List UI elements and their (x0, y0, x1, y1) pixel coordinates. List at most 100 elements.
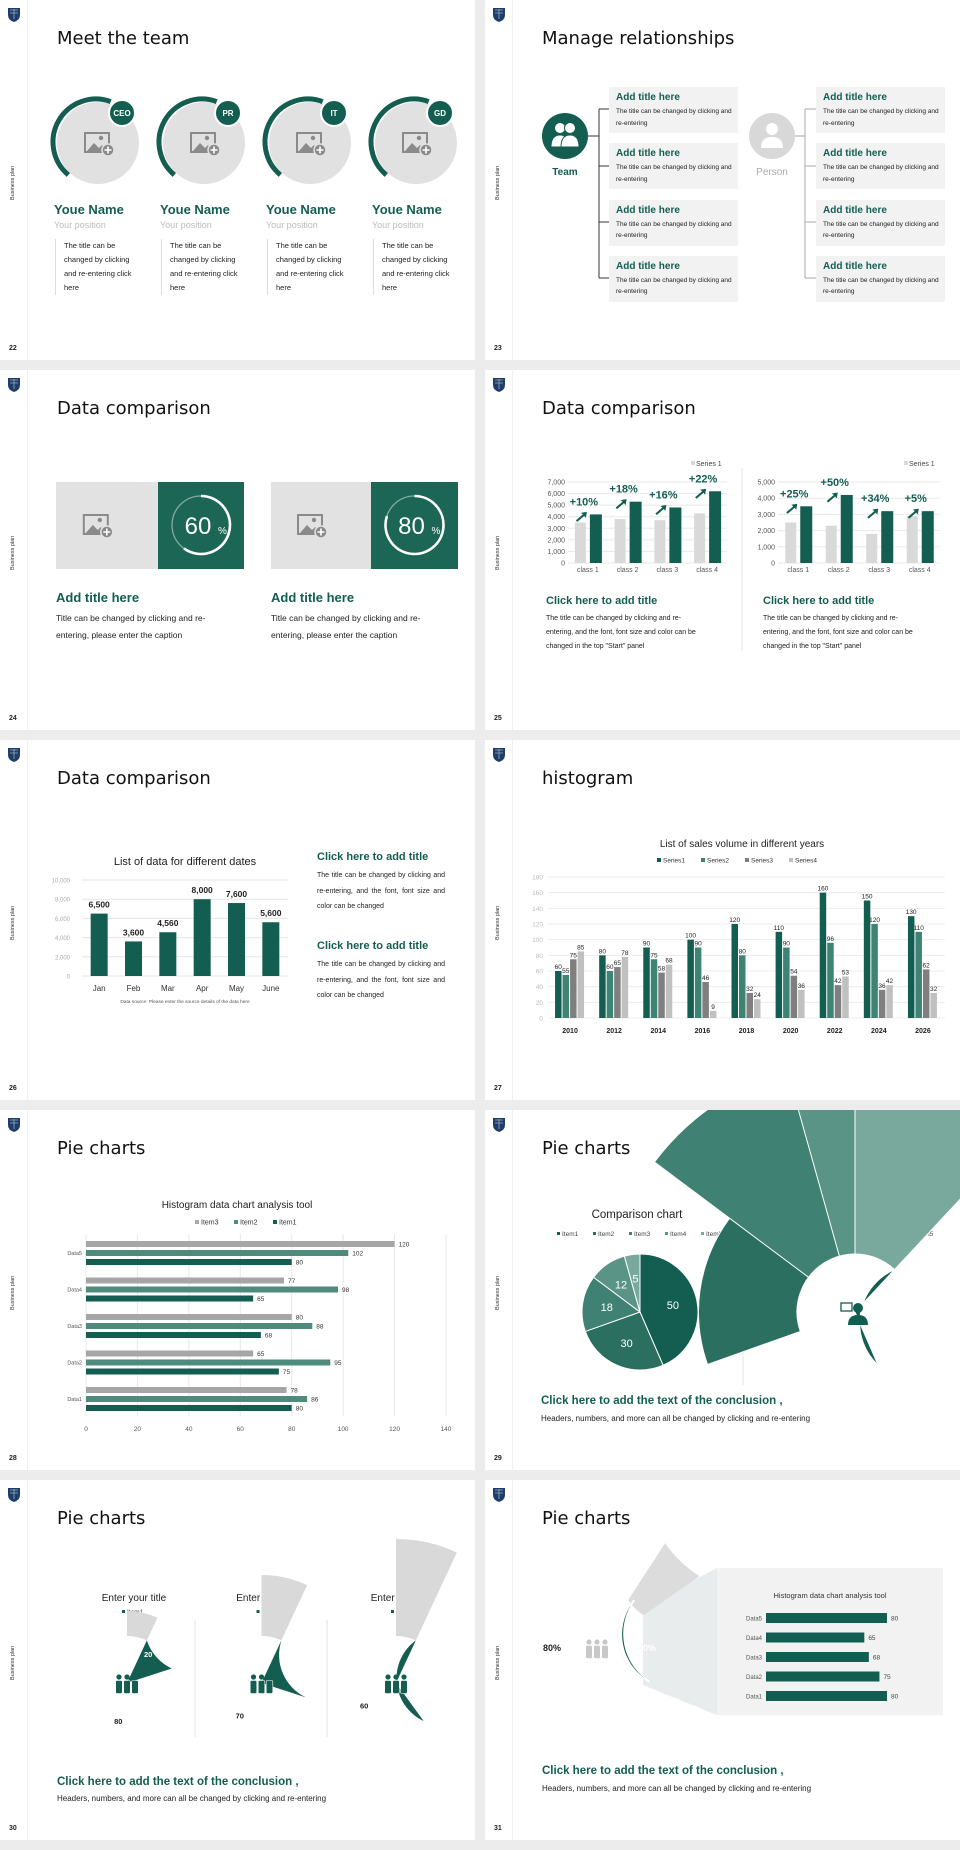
zoom-connector (643, 1568, 717, 1715)
slide-25[interactable]: 7,000 6,000 5,000 4,000 3,000 2,000 1,000 0 clas… (485, 370, 960, 730)
card-text: Title can be changed by clicking and re-… (56, 613, 206, 640)
x-tick-label: 2012 (606, 1028, 622, 1035)
role-badge (108, 99, 136, 127)
slice-value-label: 12 (821, 1266, 833, 1277)
slide-31[interactable]: 20% 80% Histogram data chart analysis tool… (485, 1480, 960, 1840)
slide-23[interactable]: Business plan 23 Manage relationships Team A… (485, 0, 960, 360)
y-category-label: Data2 (746, 1675, 763, 1681)
bar (766, 1671, 880, 1682)
slide-26[interactable]: List of data for different dates 10,000 8,… (0, 740, 475, 1100)
bar-value-label: 75 (570, 952, 578, 959)
slide-22[interactable]: CEO PR IT GD Business plan 22 Meet the team You… (0, 0, 475, 360)
x-tick-label: class 4 (696, 567, 718, 574)
bar-value-label: 80 (599, 948, 607, 955)
bar (930, 992, 937, 1018)
bar-value-label: 80 (296, 1406, 304, 1413)
bar-value-label: 80 (891, 1694, 899, 1701)
member-position: Your position (266, 220, 318, 230)
bar-value-label: 80 (296, 1260, 304, 1267)
side-label: Business plan (10, 905, 16, 940)
role-badge (426, 99, 454, 127)
accent-arc (368, 96, 430, 177)
bar-value-label: 62 (923, 962, 931, 969)
connector-lines (795, 108, 816, 279)
bar-value-label: 65 (868, 1635, 876, 1642)
bar (599, 955, 606, 1018)
chart-title: List of data for different dates (114, 856, 257, 868)
side-strip (0, 1110, 28, 1470)
slice-value-label: 60 (360, 1702, 368, 1711)
slide-graphics: Comparison chart Item1 Item2 Item3 Item4 Item… (493, 1110, 960, 1385)
x-tick-label: class 4 (909, 567, 931, 574)
logo-shield-icon (493, 378, 505, 392)
info-box: Add title here The title can be changed b… (609, 199, 738, 246)
percent-unit: % (218, 526, 227, 537)
growth-label: +25% (780, 488, 809, 500)
bar-value-label: 9 (711, 1004, 715, 1011)
growth-arrow-icon (907, 508, 919, 519)
bar-value-label: 130 (906, 909, 917, 916)
bar-value-label: 90 (694, 941, 702, 948)
legend-swatch (557, 1232, 560, 1235)
side-label: Business plan (495, 905, 501, 940)
x-tick-label: class 2 (617, 567, 639, 574)
bar (86, 1350, 254, 1357)
bar (86, 1405, 292, 1411)
bar-value-label: 60 (555, 964, 563, 971)
x-tick-label: 2026 (915, 1028, 931, 1035)
add-image-icon (297, 514, 328, 539)
legend-swatch (904, 461, 908, 465)
x-tick-label: class 3 (868, 567, 890, 574)
add-image-icon (190, 132, 221, 157)
y-tick-label: 6,000 (547, 491, 565, 498)
bar-value-label: 78 (621, 950, 629, 957)
page-number: 27 (494, 1085, 502, 1092)
bar-value-label: 7,600 (226, 889, 248, 899)
legend-label: Series4 (795, 858, 817, 865)
bar (827, 942, 834, 1018)
slide-30[interactable]: Enter your titleItem12080Enter your titl… (0, 1480, 475, 1840)
y-tick-label: 120 (532, 922, 543, 929)
bar-series1 (574, 522, 586, 563)
bar-value-label: 36 (878, 983, 886, 990)
slide-title: Pie charts (57, 1138, 146, 1159)
bar-value-label: 86 (311, 1397, 319, 1404)
team-people-icon (115, 1674, 139, 1694)
logo-shield-icon (8, 8, 20, 22)
slide-graphics: List of sales volume in different years S… (493, 748, 945, 1035)
chart-title: Click here to add title (546, 595, 658, 607)
y-tick-label: 40 (536, 984, 544, 991)
bar (90, 913, 108, 976)
y-tick-label: 3,000 (547, 526, 565, 533)
growth-arrow-icon (655, 504, 667, 515)
y-tick-label: 3,000 (757, 512, 775, 519)
x-tick-label: class 2 (828, 567, 850, 574)
slide-28[interactable]: Histogram data chart analysis tool Item3 I… (0, 1110, 475, 1470)
info-box: Add title here The title can be changed b… (816, 87, 945, 133)
accent-arc (262, 96, 324, 177)
slide-27[interactable]: List of sales volume in different years S… (485, 740, 960, 1100)
bar (731, 924, 738, 1018)
legend-label: Series2 (707, 858, 729, 865)
y-tick-label: 4,000 (55, 936, 71, 942)
slide-title: Data comparison (57, 768, 211, 789)
legend-swatch (234, 1220, 238, 1224)
pie-slice (639, 1253, 699, 1366)
slice-value-label: 18 (601, 1302, 613, 1314)
slide-24[interactable]: 60% 80% Business plan 24 Data comparison Add … (0, 370, 475, 730)
bar-value-label: 3,600 (123, 927, 145, 937)
bar-value-label: 75 (883, 1674, 891, 1681)
legend-label: Item3 (201, 1220, 219, 1227)
x-tick-label: May (229, 984, 244, 993)
pie-slice (584, 1311, 664, 1371)
legend-swatch (195, 1220, 199, 1224)
slide-29[interactable]: Comparison chart Item1 Item2 Item3 Item4 Item… (485, 1110, 960, 1470)
legend-swatch (657, 858, 661, 862)
donut-slice-rest (126, 1611, 158, 1641)
legend-label: Item1 (279, 1220, 297, 1227)
growth-arrow-icon (826, 492, 838, 503)
slice-value-label: 20 (144, 1650, 152, 1659)
growth-label: +10% (570, 496, 599, 508)
legend-swatch (691, 461, 695, 465)
side-label: Business plan (10, 165, 16, 200)
